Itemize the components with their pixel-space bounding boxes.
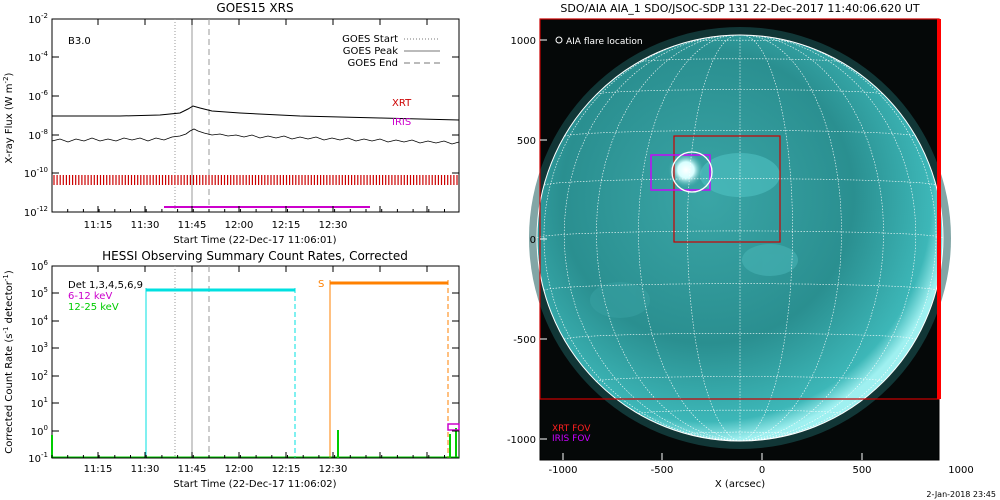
y-tick-label: 105 [31,286,48,300]
x-tick-label: 12:15 [272,220,301,231]
x-tick-label: 12:30 [319,464,348,475]
y-tick-label: 10-4 [28,50,48,64]
hessi-legend-6-12: 6-12 keV [68,291,112,302]
goes-curve-short [51,128,460,145]
aia-y-tick-label: 1000 [511,36,536,47]
aia-y-tick-label: -500 [513,335,536,346]
grid-line [564,130,916,137]
hessi-xlabel: Start Time (22-Dec-17 11:06:02) [173,479,336,490]
y-tick-label: 10-6 [28,89,48,103]
grid-line [543,37,741,441]
goes-legend: GOES Start GOES Peak GOES End [342,34,440,69]
y-tick-label: 10-2 [28,12,48,26]
hessi-legend-12-25: 12-25 keV [68,302,119,313]
grid-line [596,376,884,382]
goes-legend-peak: GOES Peak [343,46,398,57]
aia-y-axis: 1000 500 0 -500 -1000 [507,36,547,446]
goes-title: GOES15 XRS [216,1,293,15]
active-region-patches [590,153,798,318]
aia-footer-date: 2-Jan-2018 23:45 [926,490,996,499]
hessi-magenta-mark [447,423,460,431]
goes-legend-start: GOES Start [342,34,398,45]
goes-ylabel: X-ray Flux (W m-2) [2,72,15,163]
x-tick-label: 11:45 [178,464,207,475]
y-tick-label: 10-12 [24,205,48,219]
active-region-patch [742,244,798,276]
y-tick-label: 104 [31,314,49,328]
aia-x-tick-label: 500 [852,465,871,476]
x-tick-label: 11:15 [84,220,113,231]
hessi-title: HESSI Observing Summary Count Rates, Cor… [102,249,408,263]
hessi-y-axis: 106 105 104 103 102 101 100 10-1 [28,259,459,465]
x-tick-label: 11:30 [131,220,160,231]
aia-y-tick-label: -1000 [507,435,536,446]
goes-class-label: B3.0 [68,36,91,47]
aia-x-tick-label: -500 [651,465,674,476]
x-tick-label: 12:15 [272,464,301,475]
y-tick-label: 100 [31,424,48,438]
hessi-plot-frame [51,265,460,459]
goes-y-axis: 10-2 10-4 10-6 10-8 10-10 10-12 [24,12,459,219]
aia-panel: SDO/AIA AIA_1 SDO/JSOC-SDP 131 22-Dec-20… [507,2,996,499]
goes-xlabel: Start Time (22-Dec-17 11:06:01) [173,235,336,246]
goes-curve-long [52,105,460,121]
active-region-patch [700,153,780,197]
aia-xlabel: X (arcsec) [715,479,765,490]
x-tick-label: 12:00 [225,464,254,475]
goes-x-axis: 11:15 11:30 11:45 12:00 12:15 12:30 [51,19,445,231]
active-region-patch [590,282,650,318]
goes-xrt-observation-ticks [53,175,458,185]
x-tick-label: 11:45 [178,220,207,231]
goes-legend-end: GOES End [348,58,398,69]
aia-iris-fov-label: IRIS FOV [552,434,591,444]
goes-panel: GOES15 XRS B3.0 GOES Start GOES Peak GOE… [2,1,460,246]
aia-flare-location-icon [555,36,563,44]
aia-x-tick-label: 0 [759,465,765,476]
aia-y-tick-label: 0 [530,235,536,246]
aia-xrt-fov-label: XRT FOV [552,424,591,434]
grid-line [739,37,937,441]
xrt-fov-box [673,135,781,243]
grid-line [537,230,943,239]
x-tick-label: 11:30 [131,464,160,475]
grid-line [563,35,741,441]
y-tick-label: 102 [31,369,48,383]
y-tick-label: 103 [31,341,48,355]
grid-line [596,89,884,95]
y-tick-label: 10-8 [28,128,48,142]
grid-line [688,39,792,42]
hessi-legend-det: Det 1,3,4,5,6,9 [68,280,143,291]
goes-iris-label: IRIS [392,117,411,128]
x-tick-label: 12:00 [225,220,254,231]
hessi-x-axis: 11:15 11:30 11:45 12:00 12:15 12:30 [51,266,445,475]
aia-x-tick-label: 1000 [948,465,973,476]
y-tick-label: 101 [31,396,48,410]
hessi-ylabel: Corrected Count Rate (s-1 detector-1) [2,270,15,454]
grid-line [739,35,917,441]
goes-xrt-label: XRT [392,98,412,109]
aia-x-axis: -1000 -500 0 500 1000 [548,453,974,476]
x-tick-label: 12:30 [319,220,348,231]
aia-y-tick-label: 500 [517,136,536,147]
x-tick-label: 11:15 [84,464,113,475]
hessi-panel: HESSI Observing Summary Count Rates, Cor… [2,249,460,490]
aia-flare-location-circle [671,151,713,193]
hessi-s-marker: S [318,279,324,290]
y-tick-label: 10-10 [24,166,48,180]
aia-title: SDO/AIA AIA_1 SDO/JSOC-SDP 131 22-Dec-20… [560,2,919,15]
aia-flare-location-label: AIA flare location [566,37,643,47]
y-tick-label: 10-1 [28,451,48,465]
solar-disk [537,35,943,441]
y-tick-label: 106 [31,259,49,273]
aia-x-tick-label: -1000 [548,465,577,476]
solar-limb [536,34,944,442]
